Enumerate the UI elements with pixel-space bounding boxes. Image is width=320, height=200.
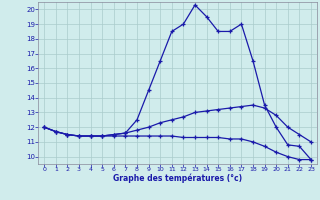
- X-axis label: Graphe des températures (°c): Graphe des températures (°c): [113, 174, 242, 183]
